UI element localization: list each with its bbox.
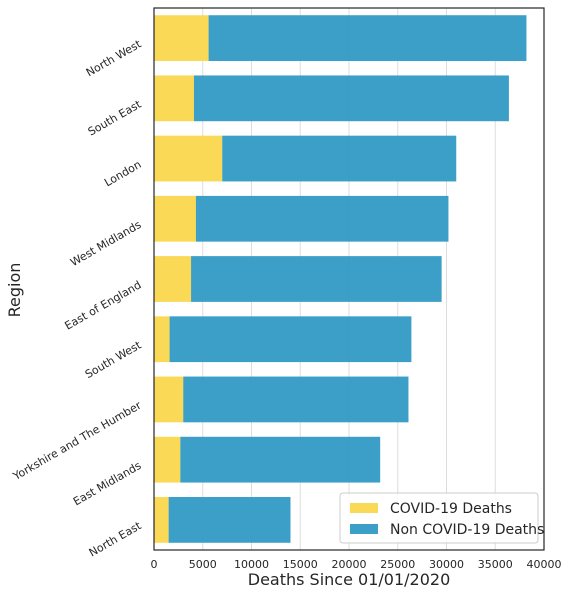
bar-covid-1 [154, 75, 194, 122]
bar-non-covid-1 [193, 75, 509, 122]
plot-frame [153, 7, 545, 551]
x-tick-label-8: 40000 [527, 558, 562, 571]
bar-non-covid-7 [180, 436, 381, 483]
bar-non-covid-6 [183, 376, 409, 423]
bar-covid-7 [154, 436, 181, 483]
x-tick-label-7: 35000 [478, 558, 513, 571]
y-axis-label: Region [5, 263, 24, 318]
bar-covid-0 [154, 15, 209, 61]
legend-label-covid: COVID-19 Deaths [390, 501, 512, 517]
legend-swatch-non-covid [350, 524, 378, 534]
x-tick-label-1: 5000 [189, 558, 217, 571]
bar-non-covid-2 [222, 135, 457, 182]
x-tick-label-3: 15000 [283, 558, 318, 571]
y-tick-label-2: London [102, 158, 143, 189]
x-tick-label-2: 10000 [234, 558, 269, 571]
legend-box [339, 492, 539, 544]
y-tick-label-1: South East [86, 97, 144, 138]
y-tick-label-4: East of England [63, 278, 144, 332]
bar-covid-6 [154, 376, 184, 423]
bar-covid-3 [154, 195, 196, 242]
legend: COVID-19 Deaths Non COVID-19 Deaths [339, 492, 544, 544]
y-tick-label-7: East Midlands [71, 459, 144, 509]
y-tick-label-3: West Midlands [68, 218, 144, 269]
bar-non-covid-5 [169, 316, 412, 363]
bar-non-covid-0 [208, 15, 527, 61]
x-tick-label-0: 0 [151, 558, 158, 571]
x-ticks: 0 5000 10000 15000 20000 25000 30000 35000 40000 [151, 558, 562, 571]
y-tick-label-8: North East [87, 519, 144, 560]
x-tick-label-5: 25000 [380, 558, 415, 571]
bar-non-covid-4 [191, 256, 442, 302]
bars [154, 15, 527, 543]
bar-non-covid-3 [195, 195, 449, 242]
x-axis-label: Deaths Since 01/01/2020 [248, 570, 451, 589]
y-tick-label-0: North West [84, 37, 144, 79]
y-ticks: North West South East London West Midlands E… [10, 37, 144, 559]
legend-label-non-covid: Non COVID-19 Deaths [390, 522, 544, 538]
bar-covid-4 [154, 256, 192, 302]
legend-swatch-covid [350, 503, 378, 513]
bar-covid-8 [154, 497, 169, 543]
bar-non-covid-8 [168, 497, 291, 543]
y-tick-label-5: South West [83, 338, 144, 381]
bar-covid-2 [154, 135, 223, 182]
x-tick-label-6: 30000 [429, 558, 464, 571]
bar-covid-5 [154, 316, 170, 363]
x-tick-label-4: 20000 [332, 558, 367, 571]
